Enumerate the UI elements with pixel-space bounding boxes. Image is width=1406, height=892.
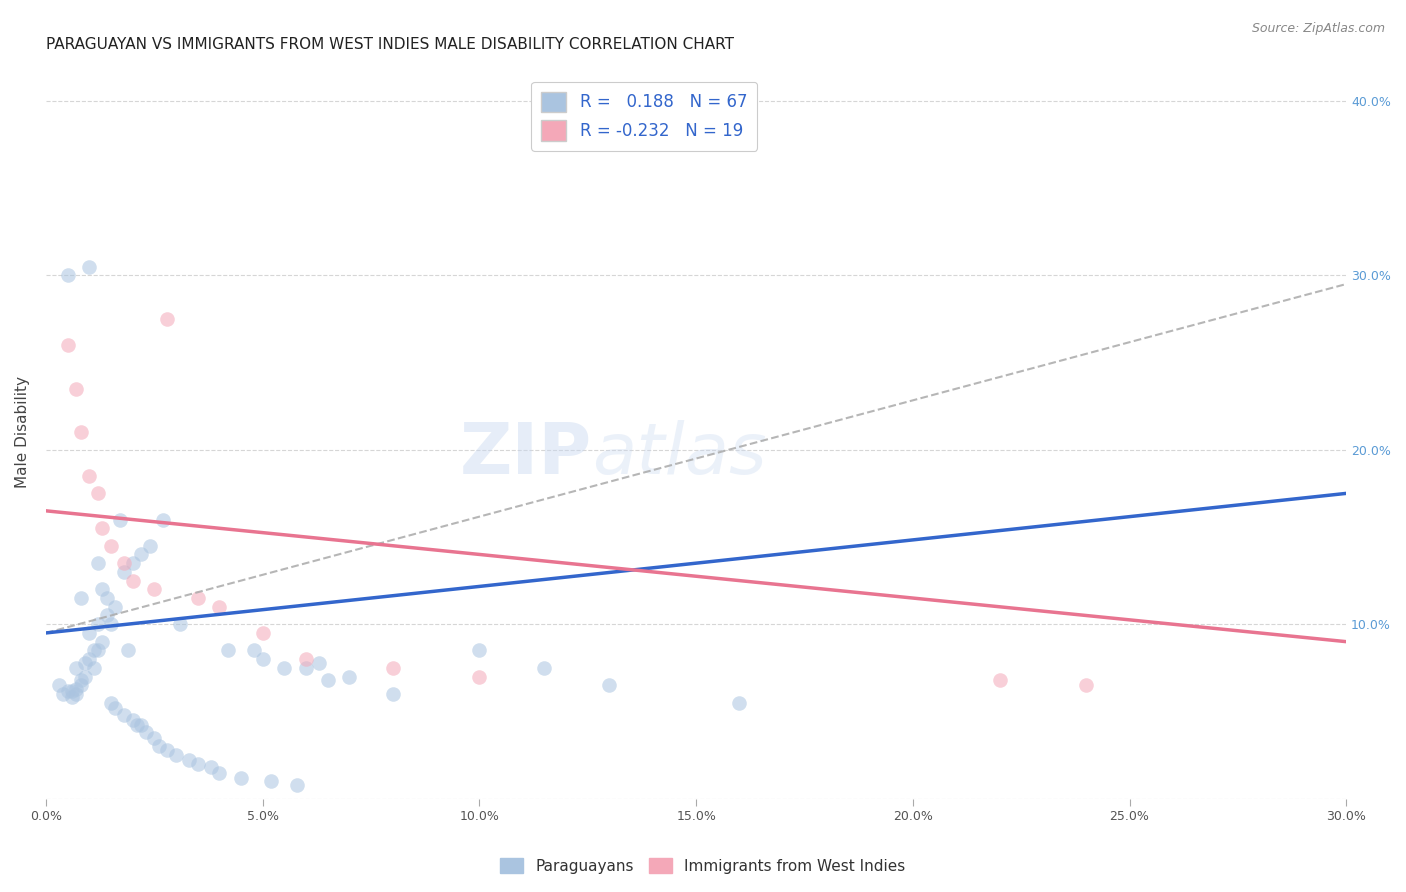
Point (56, 683, 79, 698)
Legend: R =   0.188   N = 67, R = -0.232   N = 19: R = 0.188 N = 67, R = -0.232 N = 19 (531, 82, 756, 151)
Point (79, 469, 101, 483)
Text: PARAGUAYAN VS IMMIGRANTS FROM WEST INDIES MALE DISABILITY CORRELATION CHART: PARAGUAYAN VS IMMIGRANTS FROM WEST INDIE… (46, 37, 734, 53)
Point (125, 718, 148, 732)
Point (252, 652, 274, 666)
Point (381, 687, 404, 701)
Point (87, 643, 110, 657)
Point (73, 669, 96, 683)
Point (65, 661, 87, 675)
Point (1076, 678, 1098, 692)
Point (100, 617, 122, 632)
Point (156, 743, 179, 757)
Point (728, 696, 751, 710)
Point (200, 760, 222, 774)
Point (143, 731, 166, 745)
Point (52, 687, 75, 701)
Point (381, 661, 404, 675)
Point (337, 669, 360, 683)
Point (260, 774, 283, 789)
Point (148, 739, 170, 754)
Point (208, 765, 231, 780)
Point (96, 591, 118, 605)
Point (229, 771, 252, 785)
Point (468, 643, 491, 657)
Legend: Paraguayans, Immigrants from West Indies: Paraguayans, Immigrants from West Indies (495, 852, 911, 880)
Point (165, 747, 187, 762)
Point (243, 643, 266, 657)
Text: ZIP: ZIP (460, 420, 592, 489)
Point (108, 512, 131, 526)
Point (177, 753, 200, 767)
Point (208, 599, 231, 614)
Point (112, 565, 135, 579)
Point (121, 556, 143, 570)
Point (121, 574, 143, 588)
Point (60, 683, 83, 698)
Point (187, 756, 209, 771)
Point (69, 678, 91, 692)
Point (988, 673, 1011, 687)
Point (79, 626, 101, 640)
Point (295, 661, 318, 675)
Point (169, 617, 191, 632)
Point (91, 521, 114, 535)
Point (65, 687, 87, 701)
Point (316, 673, 339, 687)
Point (273, 661, 295, 675)
Point (143, 582, 166, 597)
Point (100, 539, 122, 553)
Text: Source: ZipAtlas.com: Source: ZipAtlas.com (1251, 22, 1385, 36)
Point (117, 643, 139, 657)
Point (217, 643, 239, 657)
Point (100, 696, 122, 710)
Point (87, 556, 110, 570)
Point (112, 707, 135, 722)
Point (87, 617, 110, 632)
Point (69, 591, 91, 605)
Point (91, 582, 114, 597)
Point (156, 312, 179, 326)
Point (83, 661, 105, 675)
Point (60, 690, 83, 705)
Point (73, 656, 96, 670)
Point (65, 681, 87, 696)
Point (104, 701, 127, 715)
Point (79, 652, 101, 666)
Point (91, 634, 114, 648)
Y-axis label: Male Disability: Male Disability (15, 376, 30, 488)
Point (152, 512, 174, 526)
Point (121, 713, 143, 727)
Point (533, 661, 555, 675)
Point (56, 338, 79, 352)
Point (187, 591, 209, 605)
Point (48, 678, 70, 692)
Point (139, 539, 162, 553)
Point (285, 778, 308, 792)
Point (83, 643, 105, 657)
Point (65, 382, 87, 396)
Point (598, 678, 620, 692)
Point (96, 608, 118, 623)
Point (135, 725, 157, 739)
Point (112, 556, 135, 570)
Point (56, 268, 79, 283)
Point (69, 673, 91, 687)
Point (131, 548, 153, 562)
Point (79, 260, 101, 274)
Point (308, 656, 330, 670)
Point (87, 486, 110, 500)
Point (252, 626, 274, 640)
Text: atlas: atlas (592, 420, 766, 489)
Point (295, 652, 318, 666)
Point (131, 718, 153, 732)
Point (468, 669, 491, 683)
Point (104, 599, 127, 614)
Point (69, 425, 91, 440)
